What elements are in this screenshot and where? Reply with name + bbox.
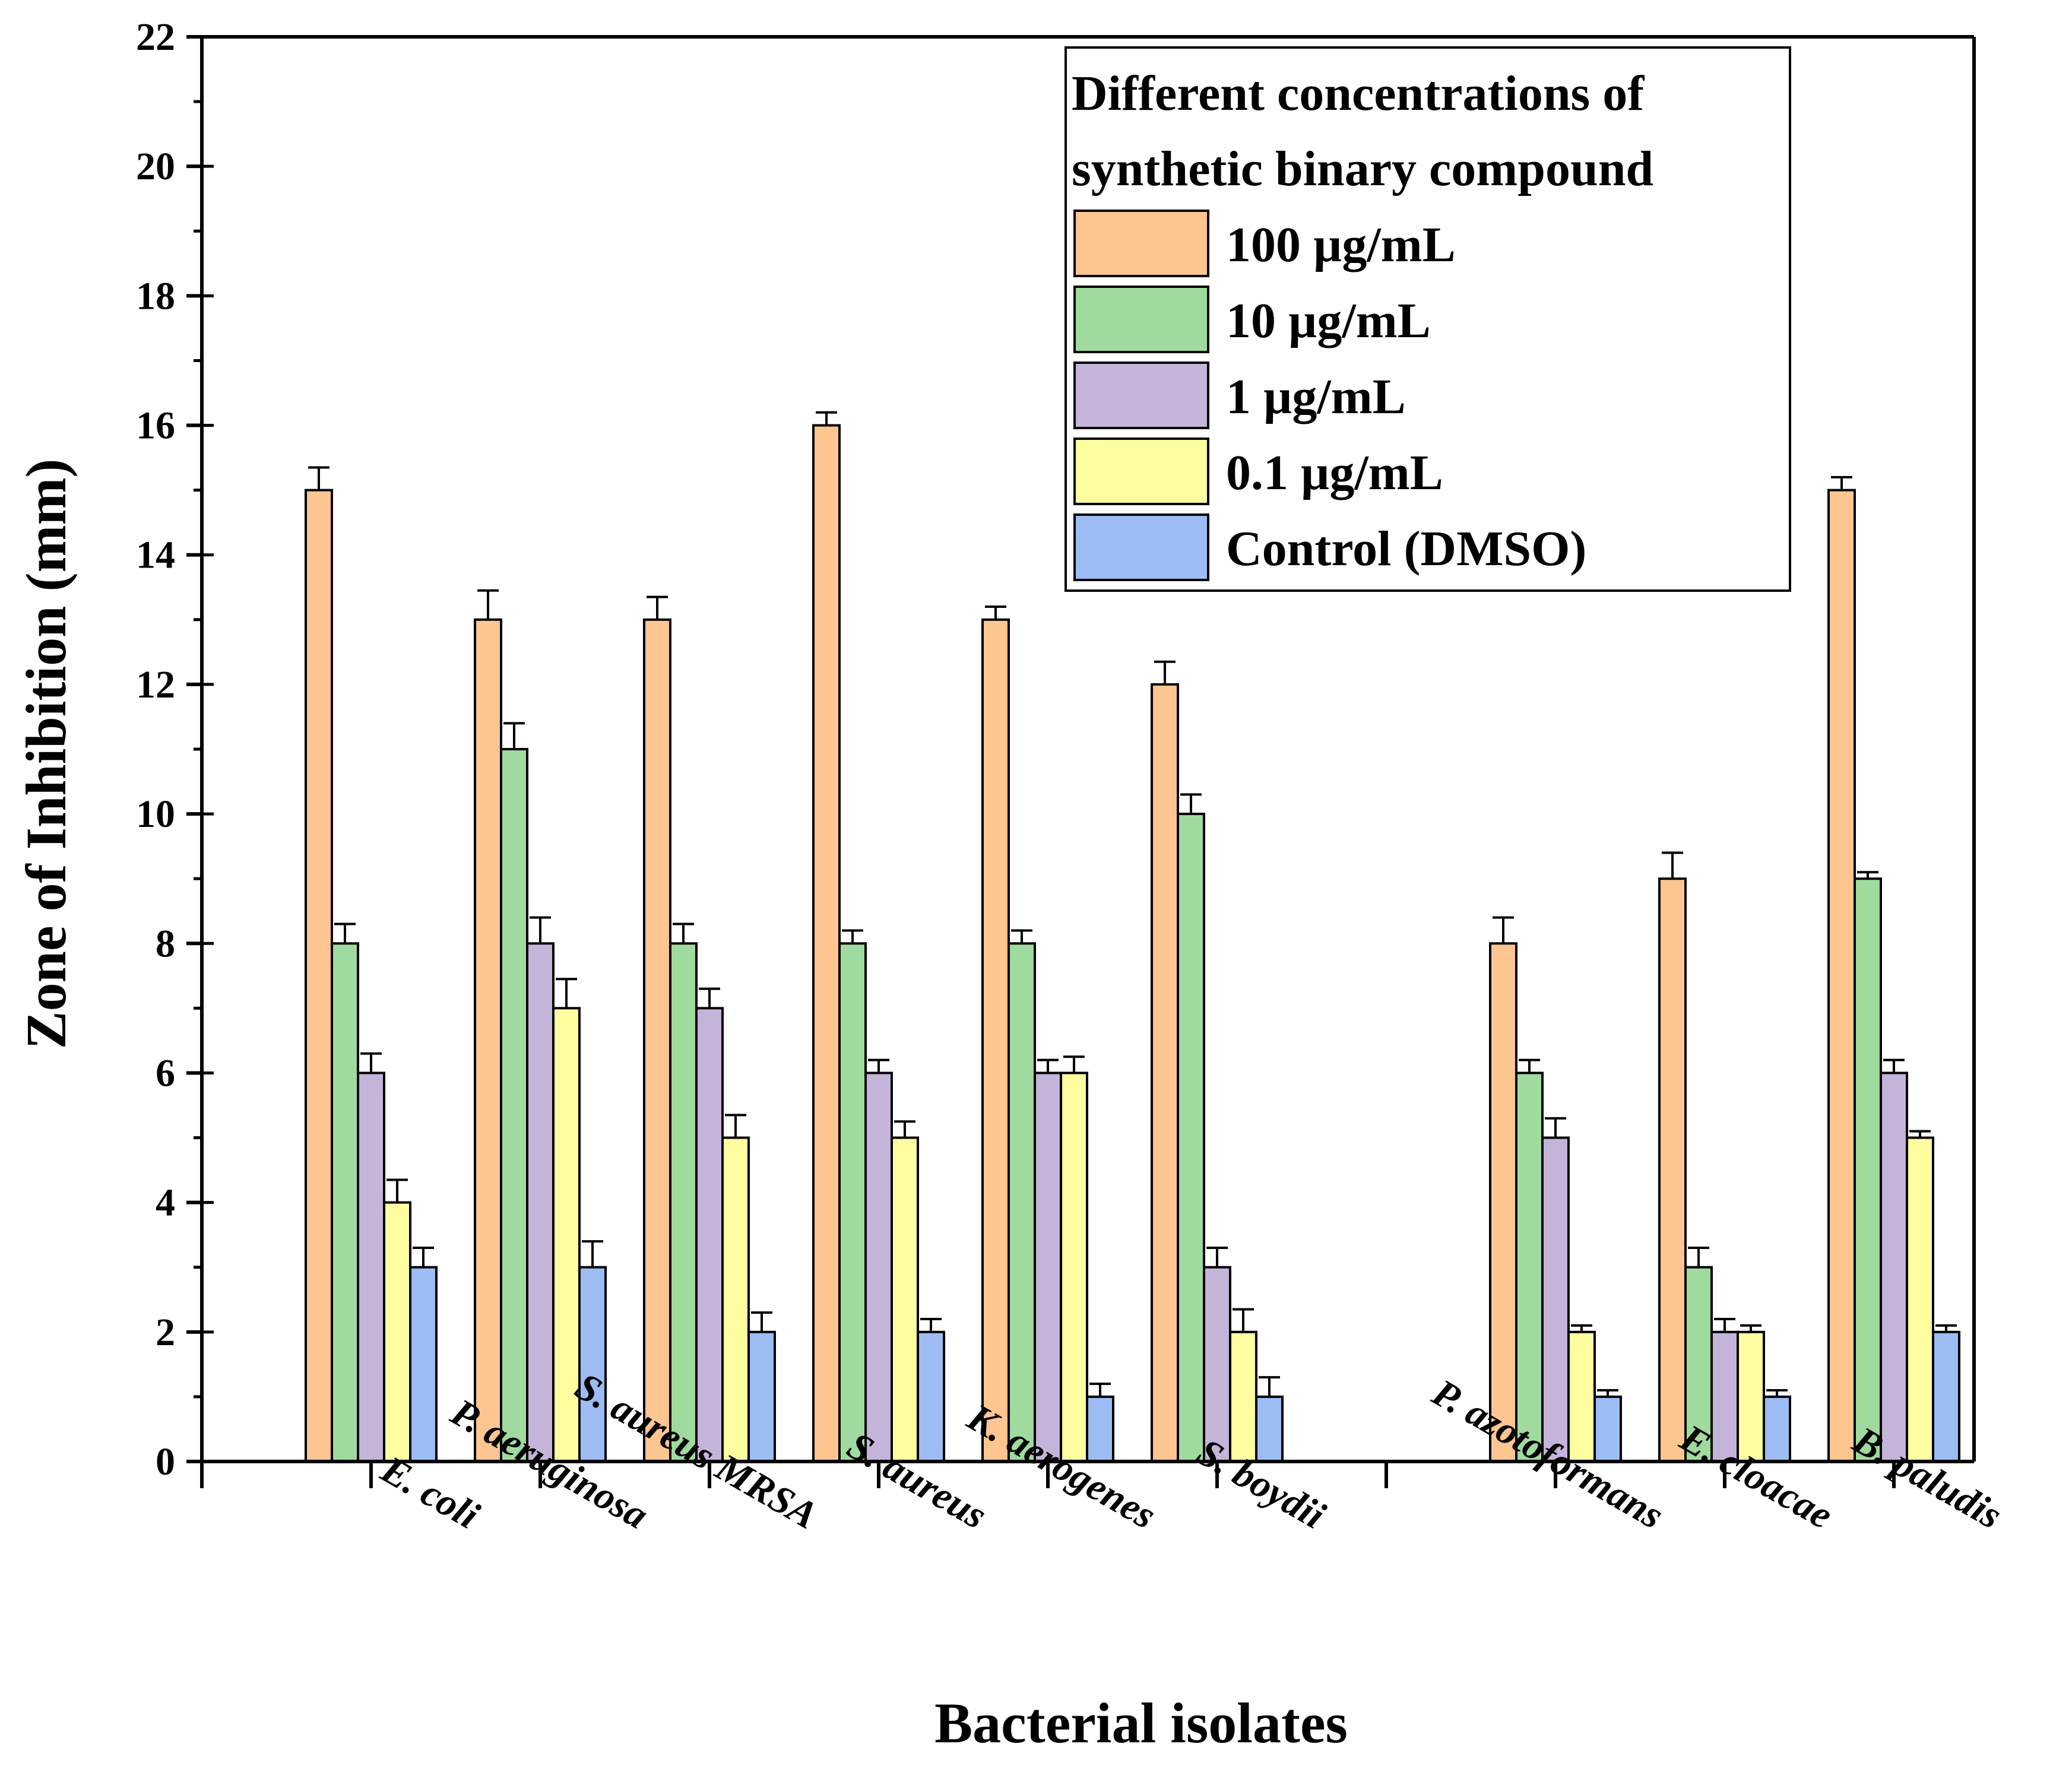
y-tick-label: 12 xyxy=(136,663,175,706)
bar xyxy=(1658,877,1687,1463)
y-axis-title: Zone of Inhibition (mm) xyxy=(14,459,78,1050)
x-axis-title: Bacterial isolates xyxy=(934,1691,1348,1755)
y-tick-label: 4 xyxy=(156,1181,175,1225)
bar xyxy=(721,1136,750,1463)
bar xyxy=(500,748,528,1463)
bar xyxy=(1763,1395,1791,1463)
legend-swatch xyxy=(1073,210,1209,277)
bar xyxy=(864,1071,893,1463)
bar xyxy=(331,942,359,1463)
bar xyxy=(1854,877,1882,1463)
legend-items: 100 µg/mL 10 µg/mL 1 µg/mL 0.1 µg/mL Control… xyxy=(1073,210,1586,581)
bar xyxy=(812,424,841,1463)
bar xyxy=(1880,1071,1908,1463)
bar xyxy=(357,1071,385,1463)
bar xyxy=(305,489,333,1463)
bar xyxy=(917,1330,945,1463)
bar xyxy=(1737,1330,1765,1463)
bar xyxy=(695,1007,724,1463)
legend-label: 10 µg/mL xyxy=(1226,293,1431,348)
legend-swatch xyxy=(1073,286,1209,353)
bar xyxy=(578,1266,607,1463)
bar xyxy=(1060,1071,1088,1463)
bar xyxy=(1203,1266,1231,1463)
bar xyxy=(1515,1071,1544,1463)
legend-title-line-1: Different concentrations of xyxy=(1072,66,1645,121)
y-tick-label: 8 xyxy=(156,922,175,965)
bar xyxy=(747,1330,776,1463)
bar xyxy=(891,1136,919,1463)
bar xyxy=(1229,1330,1257,1463)
bar xyxy=(1151,683,1179,1463)
y-tick-label: 6 xyxy=(156,1051,175,1095)
legend: Different concentrations of synthetic bi… xyxy=(1064,46,1791,592)
y-tick-label: 16 xyxy=(136,404,175,448)
bar xyxy=(1906,1136,1934,1463)
bar xyxy=(1567,1330,1596,1463)
y-tick-label: 0 xyxy=(156,1440,175,1483)
bar xyxy=(1034,1071,1062,1463)
legend-label: Control (DMSO) xyxy=(1226,521,1586,576)
bar xyxy=(1593,1395,1622,1463)
y-tick-label: 2 xyxy=(156,1311,175,1354)
legend-label: 100 µg/mL xyxy=(1226,217,1456,272)
bar xyxy=(383,1201,411,1463)
legend-swatch xyxy=(1073,438,1209,505)
legend-swatch xyxy=(1073,362,1209,429)
bar xyxy=(474,618,502,1463)
bar xyxy=(1541,1136,1570,1463)
bar xyxy=(669,942,698,1463)
bar xyxy=(526,942,555,1463)
bar xyxy=(981,618,1010,1463)
y-tick-label: 22 xyxy=(136,15,175,59)
bar xyxy=(838,942,867,1463)
legend-title-line-2: synthetic binary compound xyxy=(1072,141,1653,196)
legend-label: 1 µg/mL xyxy=(1226,369,1406,424)
bar xyxy=(1086,1395,1114,1463)
y-tick-label: 20 xyxy=(136,145,175,188)
legend-swatch xyxy=(1073,513,1209,581)
bar xyxy=(409,1266,438,1463)
y-tick-label: 14 xyxy=(136,534,175,577)
bar xyxy=(1932,1330,1960,1463)
bar xyxy=(643,618,671,1463)
bars xyxy=(305,411,1960,1463)
bar xyxy=(1827,489,1856,1463)
legend-label: 0.1 µg/mL xyxy=(1226,445,1443,500)
bar xyxy=(1255,1395,1284,1463)
y-tick-label: 18 xyxy=(136,274,175,318)
bar xyxy=(1489,942,1517,1463)
bar xyxy=(1684,1266,1713,1463)
bar xyxy=(1008,942,1036,1463)
y-tick-label: 10 xyxy=(136,792,175,836)
bar xyxy=(1177,813,1205,1463)
